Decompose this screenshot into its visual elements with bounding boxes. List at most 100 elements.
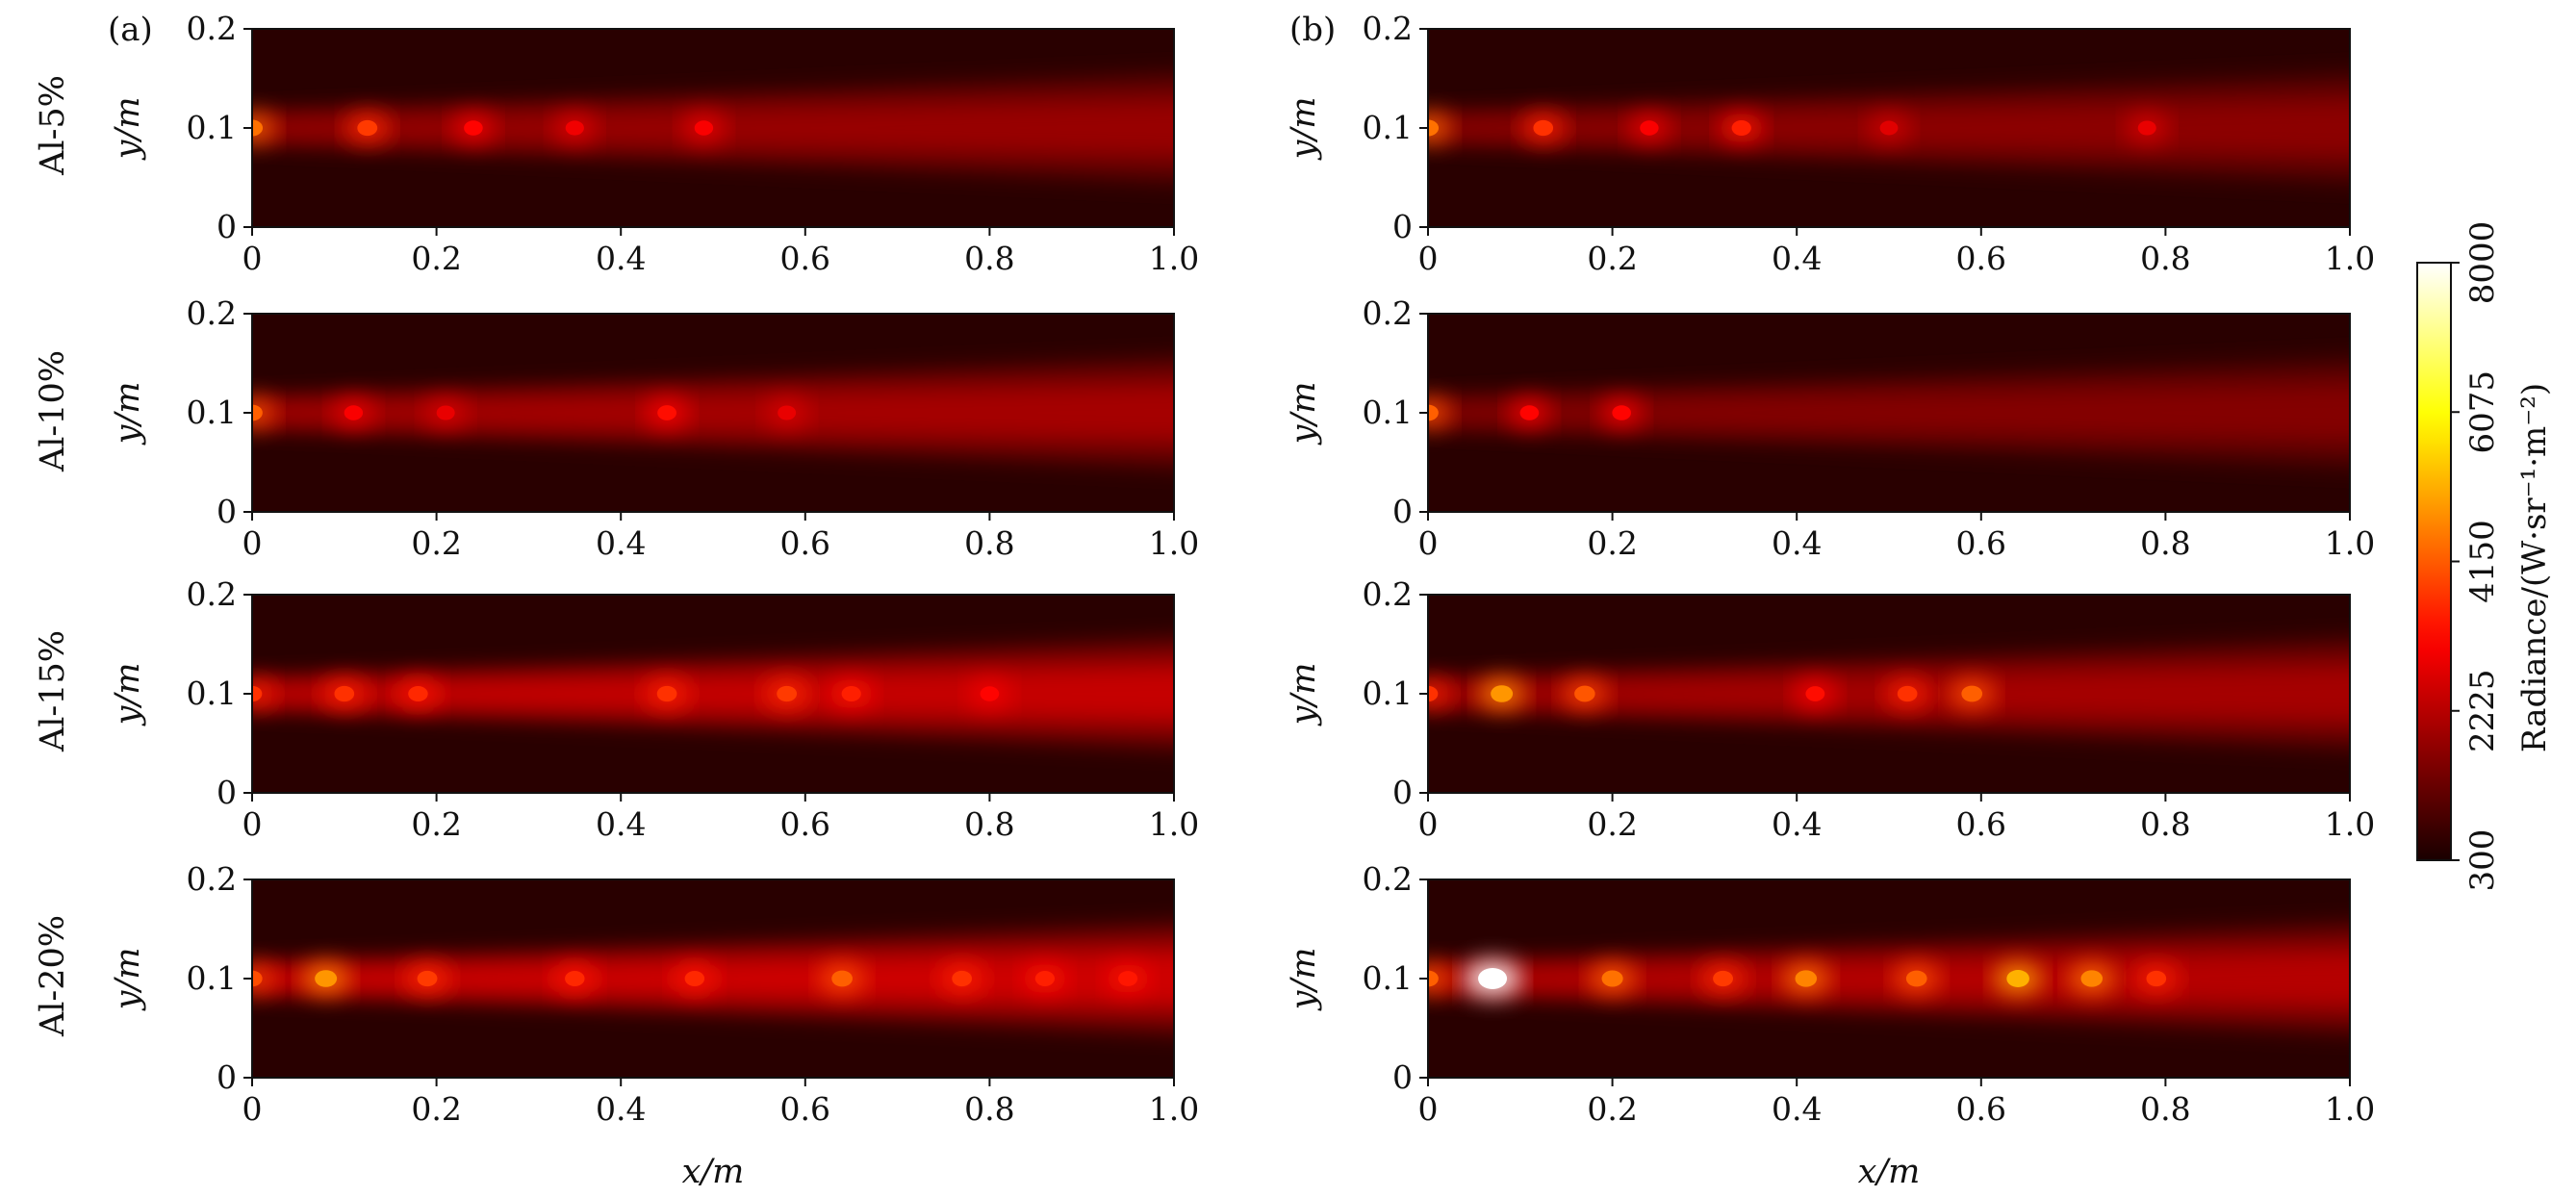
hotspot-core	[1601, 970, 1623, 987]
hotspot-core	[334, 685, 355, 702]
hotspot-core	[980, 686, 1000, 701]
x-tick-label: 0.6	[780, 1090, 830, 1128]
x-tick-label: 0	[1418, 524, 1439, 562]
hotspot-core	[565, 970, 585, 987]
panel-label-b: (b)	[1289, 11, 1336, 49]
panel-a-al20	[252, 879, 1174, 1078]
y-axis-title: y/m	[109, 97, 147, 162]
colorbar-tick-label: 300	[2463, 829, 2502, 892]
x-tick-label: 1.0	[1149, 1090, 1199, 1128]
plume-core	[1428, 382, 2350, 444]
hotspot-core	[1118, 971, 1138, 986]
x-tick-label: 0	[1418, 805, 1439, 843]
plume-core	[252, 663, 1174, 725]
y-tick-label: 0.1	[187, 675, 237, 712]
x-tick-label: 0.8	[2140, 805, 2190, 843]
x-tick-label: 1.0	[1149, 240, 1199, 277]
y-tick-label: 0	[217, 493, 237, 530]
x-tick-label: 1.0	[2325, 805, 2375, 843]
hotspot-core	[565, 120, 584, 136]
x-tick-label: 0.2	[1587, 240, 1637, 277]
x-tick-label: 0.8	[964, 524, 1014, 562]
panel-b-al15	[1428, 595, 2350, 793]
x-tick-label: 0.6	[780, 240, 830, 277]
hotspot-core	[252, 685, 263, 702]
hotspot	[252, 963, 276, 994]
y-tick-label: 0.2	[187, 10, 237, 47]
y-axis-title: y/m	[1285, 948, 1323, 1012]
y-tick-label: 0.2	[1363, 575, 1413, 613]
x-tick-label: 1.0	[1149, 524, 1199, 562]
hotspot-core	[417, 970, 438, 987]
x-tick-label: 0.8	[964, 805, 1014, 843]
x-tick-label: 0	[242, 1090, 263, 1128]
hotspot-core	[694, 120, 714, 136]
x-tick-label: 0.4	[596, 1090, 646, 1128]
hotspot-core	[464, 120, 483, 136]
y-axis-title: y/m	[1285, 663, 1323, 727]
hotspot-core	[1961, 685, 1983, 702]
y-tick-label: 0.1	[187, 394, 237, 431]
hotspot-core	[344, 405, 364, 420]
y-axis-title: y/m	[109, 382, 147, 446]
y-tick-label: 0.1	[1363, 394, 1413, 431]
panel-a-al5	[252, 29, 1174, 227]
x-tick-label: 0.8	[964, 240, 1014, 277]
hotspot-core	[1491, 685, 1514, 702]
x-tick-label: 0.2	[411, 240, 461, 277]
x-tick-label: 0.8	[2140, 1090, 2190, 1128]
x-tick-label: 1.0	[2325, 240, 2375, 277]
hotspot-core	[2006, 970, 2029, 987]
hotspot-core	[1879, 120, 1899, 136]
hotspot-core	[315, 970, 338, 987]
plume-core	[1428, 948, 2350, 1009]
x-tick-label: 0.6	[780, 805, 830, 843]
hotspot-core	[1533, 119, 1554, 137]
y-tick-label: 0.2	[187, 575, 237, 613]
x-tick-label: 0	[242, 524, 263, 562]
hotspot-core	[2146, 970, 2167, 987]
hotspot-core	[1612, 405, 1631, 420]
y-tick-label: 0	[1392, 774, 1413, 811]
x-tick-label: 0.2	[1587, 1090, 1637, 1128]
x-tick-label: 0.4	[596, 240, 646, 277]
hotspot-core	[1428, 685, 1439, 702]
hotspot-core	[841, 686, 861, 701]
hotspot-core	[657, 405, 677, 420]
x-tick-label: 0.4	[1772, 805, 1822, 843]
y-axis-title: y/m	[1285, 382, 1323, 446]
y-tick-label: 0.1	[1363, 675, 1413, 712]
x-axis-title-a: x/m	[682, 1153, 745, 1191]
colorbar-tick-label: 6075	[2463, 370, 2502, 454]
y-axis-title: y/m	[109, 948, 147, 1012]
hotspot-core	[1478, 968, 1508, 989]
hotspot-core	[252, 119, 264, 137]
x-tick-label: 0.4	[1772, 524, 1822, 562]
y-tick-label: 0.2	[1363, 860, 1413, 898]
hotspot-core	[1428, 970, 1439, 987]
x-tick-label: 0.8	[2140, 524, 2190, 562]
x-tick-label: 1.0	[1149, 805, 1199, 843]
row-label-al-10: Al-10%	[34, 350, 72, 472]
hotspot-core	[1905, 970, 1927, 987]
y-tick-label: 0	[1392, 208, 1413, 245]
y-tick-label: 0.2	[187, 860, 237, 898]
hotspot-core	[1034, 971, 1055, 986]
x-tick-label: 0	[1418, 240, 1439, 277]
plume-core	[252, 382, 1174, 444]
hotspot	[1428, 112, 1453, 144]
x-axis-title-b: x/m	[1858, 1153, 1921, 1191]
panel-label-a: (a)	[108, 11, 153, 49]
plot-layer: 0 0.2 0.4 0.6 0.8 1.000.10.2y/m0 0.2 0.4 0.6 0.8 1…	[109, 10, 2375, 1128]
row-label-al-5: Al-5%	[34, 75, 72, 176]
hotspot-core	[1897, 685, 1918, 702]
hotspot-core	[252, 970, 263, 987]
y-tick-label: 0.2	[1363, 10, 1413, 47]
hotspot-core	[408, 685, 428, 702]
x-tick-label: 1.0	[2325, 524, 2375, 562]
hotspot-core	[1805, 686, 1825, 701]
colorbar-title: Radiance/(W·sr⁻¹·m⁻²)	[2515, 383, 2554, 752]
hotspot-core	[1713, 970, 1733, 987]
hotspot-core	[436, 405, 455, 420]
